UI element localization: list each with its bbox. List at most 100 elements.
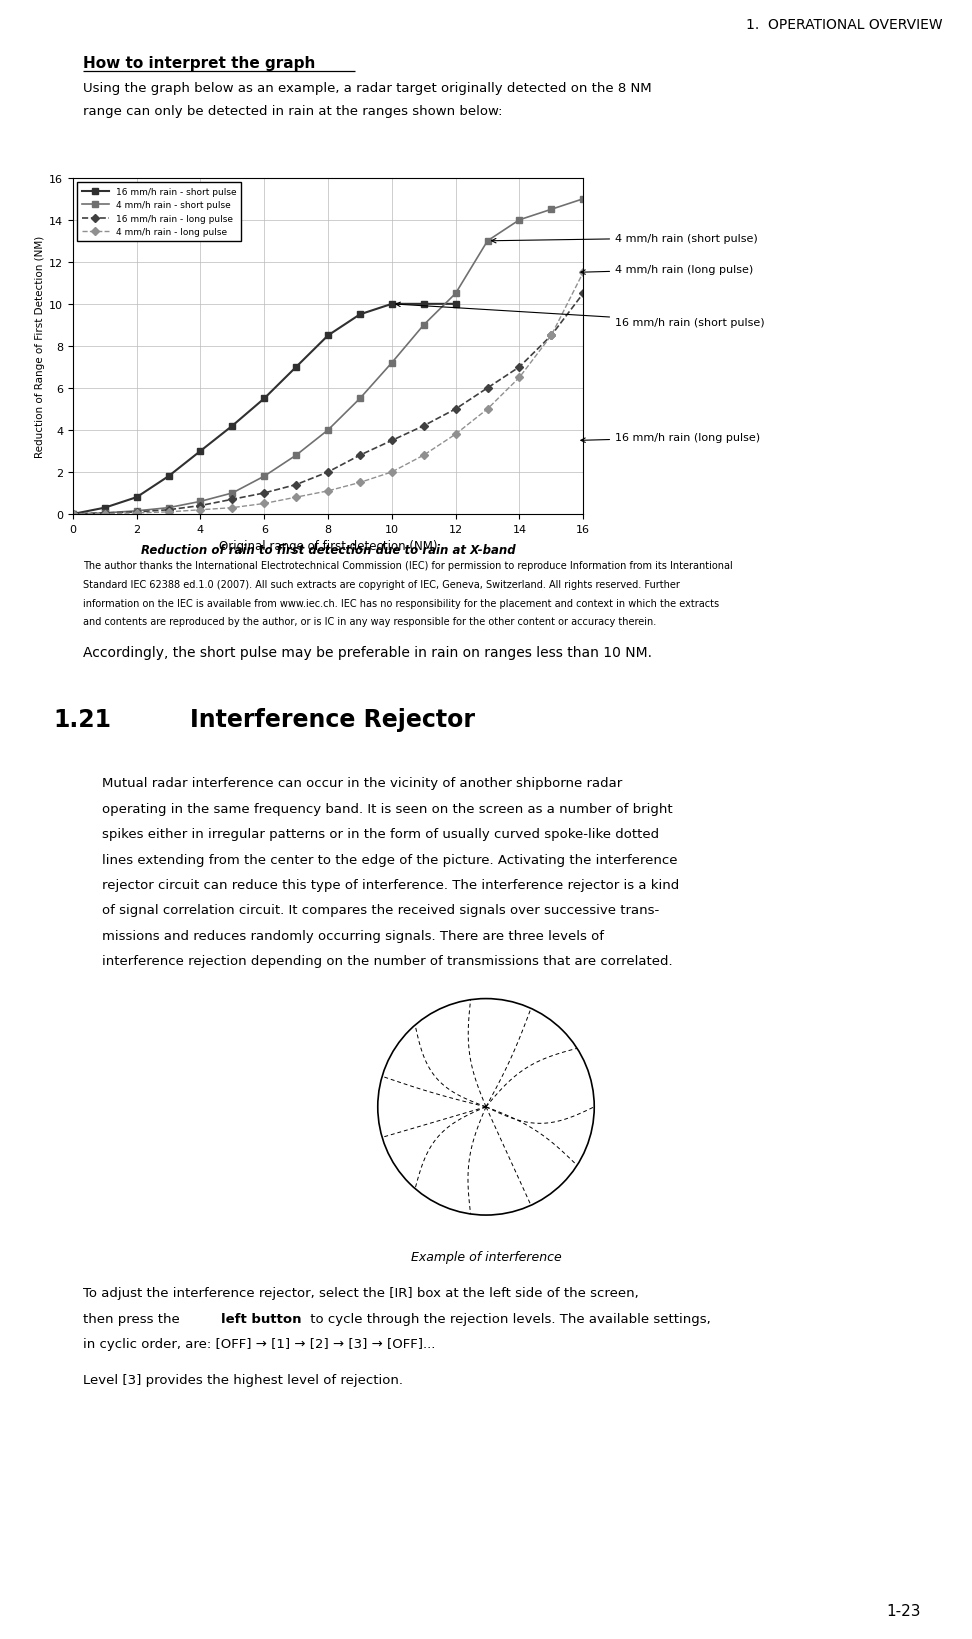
Line: 4 mm/h rain - short pulse: 4 mm/h rain - short pulse [70,197,586,518]
4 mm/h rain - short pulse [194,492,206,511]
Text: then press the: then press the [83,1311,184,1324]
16 mm/h rain - long pulse [291,475,302,495]
4 mm/h rain - long pulse [450,425,462,444]
16 mm/h rain - short pulse [131,488,143,508]
Text: interference rejection depending on the number of transmissions that are correla: interference rejection depending on the … [102,954,673,967]
4 mm/h rain - long pulse [545,326,557,346]
4 mm/h rain - short pulse [259,467,270,487]
16 mm/h rain - long pulse [226,490,238,510]
Text: Standard IEC 62388 ed.1.0 (2007). All such extracts are copyright of IEC, Geneva: Standard IEC 62388 ed.1.0 (2007). All su… [83,579,679,590]
4 mm/h rain - short pulse [131,502,143,521]
4 mm/h rain - short pulse [67,505,79,524]
4 mm/h rain - short pulse [545,200,557,220]
4 mm/h rain - long pulse [226,498,238,518]
4 mm/h rain - short pulse [323,421,334,441]
Text: Level [3] provides the highest level of rejection.: Level [3] provides the highest level of … [83,1373,402,1387]
Text: Accordingly, the short pulse may be preferable in rain on ranges less than 10 NM: Accordingly, the short pulse may be pref… [83,646,651,661]
16 mm/h rain - short pulse [67,505,79,524]
Text: 16 mm/h rain (short pulse): 16 mm/h rain (short pulse) [396,303,765,328]
Line: 16 mm/h rain - short pulse: 16 mm/h rain - short pulse [70,302,459,518]
Text: rejector circuit can reduce this type of interference. The interference rejector: rejector circuit can reduce this type of… [102,879,679,892]
4 mm/h rain - long pulse [513,369,525,388]
16 mm/h rain - short pulse [450,295,462,315]
Line: 16 mm/h rain - long pulse: 16 mm/h rain - long pulse [70,292,586,518]
Text: information on the IEC is available from www.iec.ch. IEC has no responsibility f: information on the IEC is available from… [83,598,718,608]
Text: 1.21: 1.21 [53,708,112,733]
Text: of signal correlation circuit. It compares the received signals over successive : of signal correlation circuit. It compar… [102,903,659,916]
Text: Mutual radar interference can occur in the vicinity of another shipborne radar: Mutual radar interference can occur in t… [102,777,622,790]
Text: left button: left button [221,1311,301,1324]
4 mm/h rain - long pulse [577,264,589,284]
Text: To adjust the interference rejector, select the [IR] box at the left side of the: To adjust the interference rejector, sel… [83,1287,639,1300]
Text: The author thanks the International Electrotechnical Commission (IEC) for permis: The author thanks the International Elec… [83,561,732,570]
Text: 4 mm/h rain (short pulse): 4 mm/h rain (short pulse) [492,234,758,244]
Text: missions and reduces randomly occurring signals. There are three levels of: missions and reduces randomly occurring … [102,929,604,942]
16 mm/h rain - long pulse [99,503,111,523]
16 mm/h rain - long pulse [67,505,79,524]
16 mm/h rain - long pulse [545,326,557,346]
4 mm/h rain - short pulse [354,390,365,410]
X-axis label: Original range of first detection (NM): Original range of first detection (NM) [219,539,437,552]
16 mm/h rain - short pulse [323,326,334,346]
16 mm/h rain - long pulse [482,379,494,398]
16 mm/h rain - short pulse [418,295,430,315]
4 mm/h rain - short pulse [162,498,174,518]
Text: in cyclic order, are: [OFF] → [1] → [2] → [3] → [OFF]...: in cyclic order, are: [OFF] → [1] → [2] … [83,1337,435,1351]
4 mm/h rain - long pulse [99,505,111,524]
4 mm/h rain - short pulse [226,484,238,503]
Text: 4 mm/h rain (long pulse): 4 mm/h rain (long pulse) [581,266,753,275]
16 mm/h rain - long pulse [259,484,270,503]
16 mm/h rain - long pulse [194,497,206,516]
16 mm/h rain - short pulse [291,357,302,377]
4 mm/h rain - long pulse [67,505,79,524]
Text: lines extending from the center to the edge of the picture. Activating the inter: lines extending from the center to the e… [102,852,677,865]
4 mm/h rain - short pulse [418,316,430,336]
Text: operating in the same frequency band. It is seen on the screen as a number of br: operating in the same frequency band. It… [102,801,673,815]
16 mm/h rain - short pulse [386,295,398,315]
4 mm/h rain - short pulse [386,354,398,374]
4 mm/h rain - long pulse [162,503,174,523]
Text: Using the graph below as an example, a radar target originally detected on the 8: Using the graph below as an example, a r… [83,82,651,95]
4 mm/h rain - long pulse [194,500,206,520]
16 mm/h rain - long pulse [162,500,174,520]
16 mm/h rain - short pulse [162,467,174,487]
16 mm/h rain - long pulse [323,462,334,482]
4 mm/h rain - short pulse [482,231,494,251]
4 mm/h rain - short pulse [450,284,462,303]
Text: Interference Rejector: Interference Rejector [190,708,474,733]
Y-axis label: Reduction of Range of First Detection (NM): Reduction of Range of First Detection (N… [35,236,45,457]
4 mm/h rain - long pulse [131,503,143,523]
16 mm/h rain - short pulse [194,443,206,462]
16 mm/h rain - long pulse [513,357,525,377]
4 mm/h rain - short pulse [99,503,111,523]
Text: range can only be detected in rain at the ranges shown below:: range can only be detected in rain at th… [83,105,503,118]
4 mm/h rain - short pulse [577,190,589,210]
16 mm/h rain - short pulse [226,416,238,436]
Text: 1-23: 1-23 [886,1603,921,1618]
16 mm/h rain - long pulse [354,446,365,465]
16 mm/h rain - short pulse [259,390,270,410]
Text: spikes either in irregular patterns or in the form of usually curved spoke-like : spikes either in irregular patterns or i… [102,828,659,841]
4 mm/h rain - long pulse [354,474,365,493]
Line: 4 mm/h rain - long pulse: 4 mm/h rain - long pulse [70,270,586,518]
Text: to cycle through the rejection levels. The available settings,: to cycle through the rejection levels. T… [306,1311,711,1324]
Text: 1.  OPERATIONAL OVERVIEW: 1. OPERATIONAL OVERVIEW [746,18,943,33]
16 mm/h rain - short pulse [354,305,365,325]
16 mm/h rain - long pulse [577,284,589,303]
4 mm/h rain - long pulse [482,400,494,420]
4 mm/h rain - short pulse [291,446,302,465]
4 mm/h rain - short pulse [513,211,525,231]
Text: 16 mm/h rain (long pulse): 16 mm/h rain (long pulse) [581,433,760,443]
4 mm/h rain - long pulse [323,482,334,502]
16 mm/h rain - long pulse [386,431,398,451]
Text: Example of interference: Example of interference [410,1251,562,1264]
16 mm/h rain - long pulse [418,416,430,436]
Text: Reduction of rain to first detection due to rain at X-band: Reduction of rain to first detection due… [141,544,515,557]
Text: How to interpret the graph: How to interpret the graph [83,56,315,70]
16 mm/h rain - long pulse [450,400,462,420]
4 mm/h rain - long pulse [291,488,302,508]
4 mm/h rain - long pulse [386,462,398,482]
Text: and contents are reproduced by the author, or is IC in any way responsible for t: and contents are reproduced by the autho… [83,616,656,628]
16 mm/h rain - long pulse [131,503,143,523]
Legend: 16 mm/h rain - short pulse, 4 mm/h rain - short pulse, 16 mm/h rain - long pulse: 16 mm/h rain - short pulse, 4 mm/h rain … [78,184,241,241]
